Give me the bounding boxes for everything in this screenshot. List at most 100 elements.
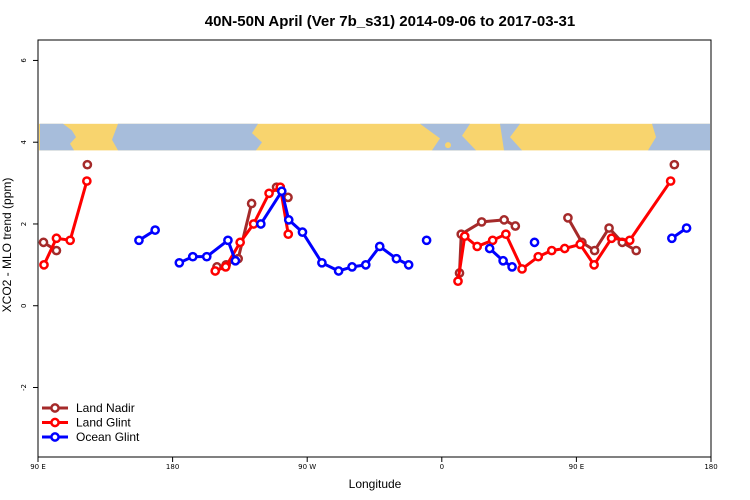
y-tick-label: 0 (20, 304, 28, 308)
data-point (421, 235, 432, 246)
y-axis: -2 0 2 4 6 (20, 58, 38, 391)
data-point (264, 188, 274, 199)
series-line (42, 180, 89, 266)
legend-marker (50, 432, 60, 442)
data-point (297, 227, 308, 237)
data-point (472, 241, 483, 252)
data-point (453, 276, 463, 287)
data-point (529, 237, 540, 248)
map-land (545, 128, 551, 135)
x-tick-label: 90 W (298, 463, 316, 471)
data-point (631, 245, 642, 256)
series-land-nadir (38, 159, 680, 278)
x-tick-label: 180 (704, 463, 717, 471)
data-point (333, 266, 344, 276)
series-layer (38, 159, 692, 287)
map-ocean (112, 123, 262, 151)
map-land (388, 138, 396, 147)
x-tick-label: 0 (440, 463, 444, 471)
data-point (510, 221, 521, 231)
data-point (51, 245, 62, 256)
y-axis-label: XCO2 - MLO trend (ppm) (0, 178, 14, 313)
y-tick-label: 2 (20, 222, 28, 226)
data-point (82, 176, 92, 186)
data-point (230, 255, 241, 266)
data-point (283, 229, 294, 240)
data-point (347, 262, 357, 272)
data-point (246, 198, 257, 209)
map-land (528, 135, 536, 144)
data-point (669, 159, 680, 170)
data-point (65, 235, 76, 246)
plot-frame (37, 39, 712, 458)
map-ocean (648, 123, 710, 151)
data-point (276, 186, 287, 197)
data-point (501, 229, 511, 240)
data-point (604, 223, 614, 233)
map-land (367, 128, 377, 139)
map-ocean (40, 123, 76, 151)
data-point (681, 223, 692, 233)
map-land (445, 142, 451, 149)
legend-marker (50, 403, 60, 413)
data-point (533, 251, 544, 262)
data-point (487, 235, 498, 246)
data-point (374, 241, 385, 252)
data-point (546, 245, 557, 256)
data-point (459, 231, 470, 242)
y-tick-label: 6 (20, 58, 28, 63)
map-land (483, 129, 493, 140)
data-point (559, 243, 570, 254)
x-axis-label: Longitude (349, 477, 402, 491)
data-point (476, 217, 487, 227)
x-tick-label: 90 E (30, 463, 46, 471)
map-ocean (500, 123, 522, 151)
legend-marker (50, 417, 60, 428)
data-point (665, 176, 676, 186)
data-point (39, 260, 49, 270)
data-point (498, 255, 508, 266)
data-point (134, 235, 144, 246)
map-ocean (420, 123, 476, 151)
x-tick-label: 90 E (569, 463, 585, 471)
data-point (499, 215, 509, 225)
data-point (507, 262, 517, 272)
data-point (391, 253, 402, 264)
map-land (405, 128, 411, 135)
chart-title: 40N-50N April (Ver 7b_s31) 2014-09-06 to… (205, 13, 575, 30)
data-point (517, 264, 527, 274)
data-point (283, 215, 294, 225)
data-point (82, 159, 93, 170)
data-point (255, 219, 266, 229)
y-tick-label: 4 (20, 139, 28, 144)
series-line (456, 180, 672, 282)
legend-label: Land Glint (76, 416, 131, 430)
data-point (187, 251, 198, 262)
legend-label: Ocean Glint (76, 430, 140, 444)
data-point (174, 257, 185, 268)
data-point (51, 233, 62, 244)
legend-label: Land Nadir (76, 401, 135, 415)
data-point (223, 235, 233, 246)
series-land-glint (39, 176, 676, 287)
y-tick-label: -2 (20, 384, 28, 391)
world-map-strip (39, 123, 710, 151)
data-point (150, 225, 161, 235)
series-ocean-glint (134, 186, 692, 276)
data-point (667, 233, 677, 244)
data-point (563, 212, 573, 223)
data-point (235, 237, 245, 248)
data-point (201, 251, 212, 262)
data-point (210, 266, 221, 276)
data-point (575, 239, 585, 250)
data-point (606, 233, 617, 244)
data-point (484, 243, 495, 254)
map-land (82, 134, 90, 143)
data-point (360, 260, 371, 270)
data-point (624, 235, 635, 246)
data-point (589, 245, 600, 256)
data-point (403, 260, 414, 270)
data-point (317, 257, 327, 268)
